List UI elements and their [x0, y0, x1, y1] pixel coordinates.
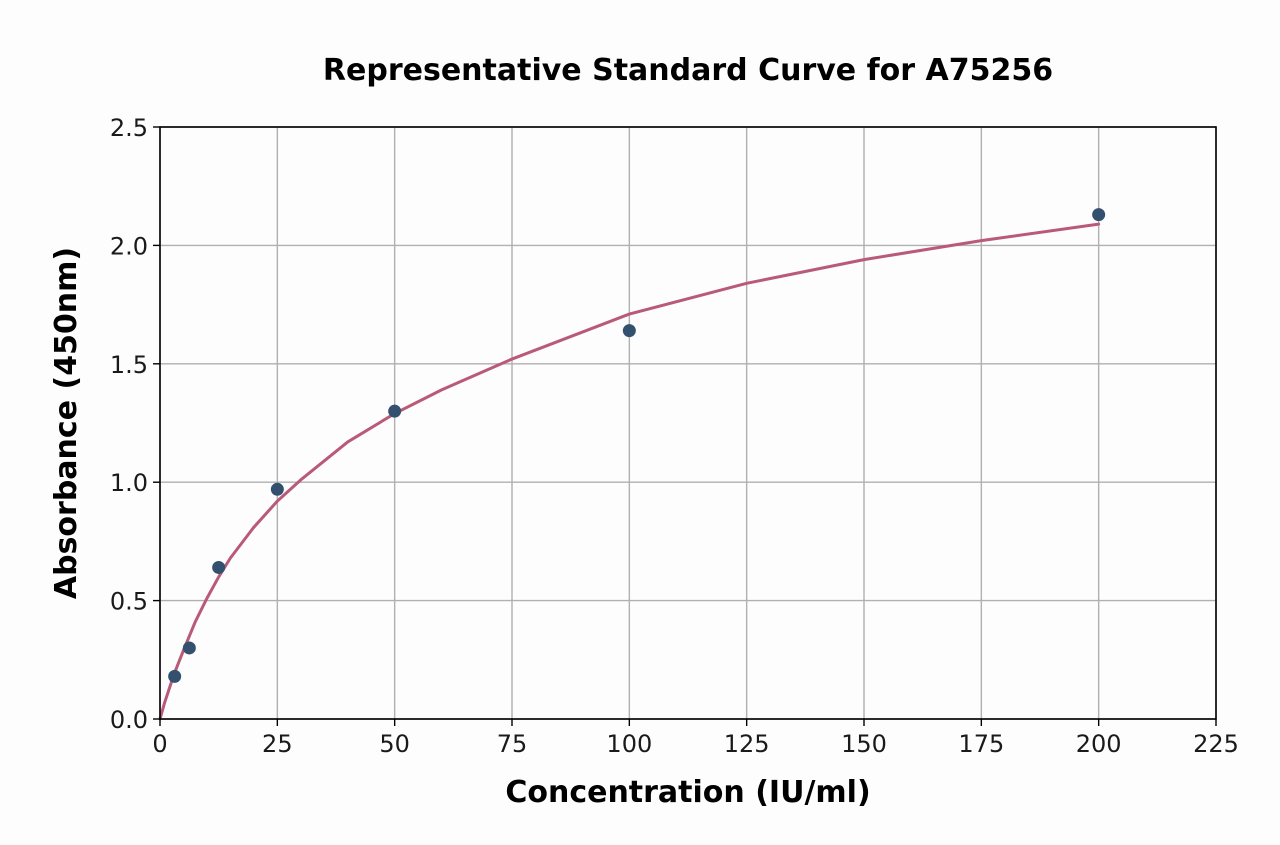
data-point: [212, 560, 226, 574]
x-tick-label: 25: [262, 730, 293, 758]
chart-title: Representative Standard Curve for A75256: [323, 53, 1053, 88]
x-tick-label: 125: [724, 730, 770, 758]
grid-lines: [159, 126, 1217, 720]
x-tick-label: 150: [841, 730, 887, 758]
y-tick-label: 2.0: [110, 232, 148, 260]
plot-area-frame: [159, 126, 1217, 720]
data-point: [1092, 208, 1106, 222]
x-axis-label: Concentration (IU/ml): [505, 775, 870, 810]
y-tick-label: 1.0: [110, 469, 148, 497]
axis-ticks: 0 25 50 75 100 125 150 175 200 225 0.0 0.5 1.0 1.5 2.0…: [110, 114, 1239, 758]
data-points: [168, 208, 1106, 683]
x-tick-label: 225: [1193, 730, 1239, 758]
y-tick-label: 0.0: [110, 706, 148, 734]
y-tick-label: 1.5: [110, 351, 148, 379]
data-point: [182, 641, 196, 655]
data-point: [270, 482, 284, 496]
y-axis-label: Absorbance (450nm): [49, 247, 84, 599]
x-tick-label: 50: [379, 730, 410, 758]
fitted-curve: [158, 222, 1101, 721]
x-tick-label: 0: [152, 730, 167, 758]
x-tick-label: 200: [1076, 730, 1122, 758]
y-tick-label: 2.5: [110, 114, 148, 142]
x-tick-label: 100: [606, 730, 652, 758]
fit-curve-line: [158, 222, 1101, 721]
x-tick-label: 175: [958, 730, 1004, 758]
y-tick-label: 0.5: [110, 588, 148, 616]
x-tick-label: 75: [497, 730, 528, 758]
data-point: [168, 669, 182, 683]
data-point: [388, 404, 402, 418]
data-point: [622, 324, 636, 338]
